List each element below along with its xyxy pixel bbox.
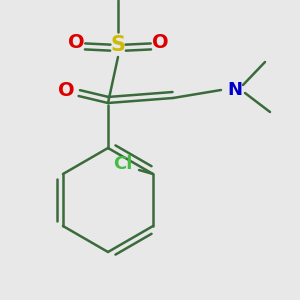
Text: Cl: Cl: [113, 155, 133, 173]
Text: N: N: [227, 81, 242, 99]
Text: O: O: [58, 82, 74, 100]
Text: O: O: [152, 34, 168, 52]
Text: S: S: [110, 35, 125, 55]
Text: O: O: [68, 34, 84, 52]
